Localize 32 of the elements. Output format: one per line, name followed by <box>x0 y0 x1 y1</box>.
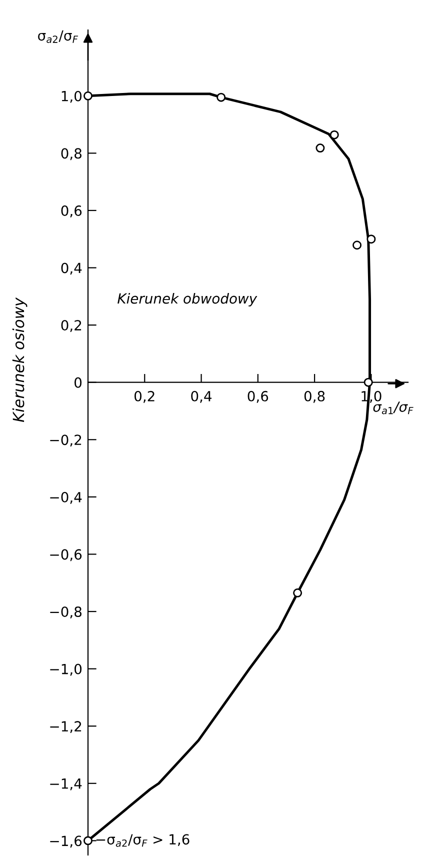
point <box>293 588 302 598</box>
y-tick-label: −1,2 <box>50 721 82 733</box>
point <box>330 130 339 140</box>
y-axis-title: Kierunek osiowy <box>12 297 28 422</box>
annotation: −σ$_{a2}$/σ$_{F}$ > 1,6 <box>96 834 190 847</box>
point <box>216 92 226 102</box>
point <box>366 234 376 244</box>
x-tick-label: 0,4 <box>191 390 212 403</box>
y-tick-label: −1,4 <box>50 778 82 790</box>
y-tick-label: −0,6 <box>50 549 82 562</box>
x-tick-label: 0,6 <box>248 390 268 403</box>
point <box>84 91 92 100</box>
y-tick-label: 0,4 <box>61 262 82 275</box>
point <box>364 378 373 387</box>
y-tick-label: 1,0 <box>62 90 82 103</box>
y-tick-label: −1,0 <box>50 664 82 676</box>
y-tick-label: 0,8 <box>61 148 82 160</box>
x-axis-title: σ$_{a1}$/σ$_{F}$ <box>373 402 414 414</box>
point <box>316 144 325 153</box>
y-tick-label: 0,6 <box>61 205 82 218</box>
y-tick-label: −0,2 <box>50 434 82 447</box>
annotation: Kierunek obwodowy <box>118 292 258 306</box>
y-tick-label: −1,6 <box>50 836 82 848</box>
y-tick-label: 0 <box>74 377 82 388</box>
text: σ$_{a2}$/σ$_{F}$ <box>38 30 78 43</box>
point <box>84 836 92 846</box>
y-tick-label: 0,2 <box>61 320 82 332</box>
point <box>352 240 362 250</box>
x-tick-label: 0,2 <box>134 390 154 403</box>
y-tick-label: −0,8 <box>50 606 82 618</box>
y-tick-label: −0,4 <box>50 492 82 504</box>
x-tick-label: 0,8 <box>304 390 325 403</box>
